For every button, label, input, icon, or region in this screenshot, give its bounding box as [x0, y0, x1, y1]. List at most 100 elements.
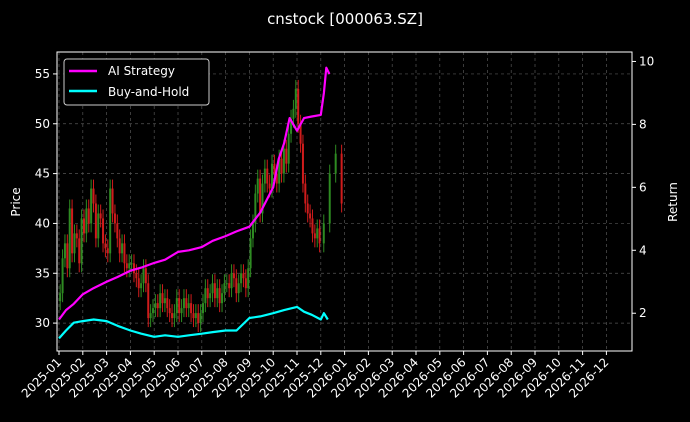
- price-candle-body: [144, 268, 147, 284]
- price-candle-body: [118, 238, 121, 254]
- price-candle-body: [116, 223, 119, 239]
- price-candle-body: [282, 148, 285, 174]
- price-candle-body: [218, 288, 221, 304]
- price-candle-body: [75, 233, 78, 239]
- price-candle-body: [223, 283, 226, 294]
- price-candle-body: [213, 283, 216, 299]
- price-candle-body: [254, 193, 257, 224]
- price-candle-body: [201, 303, 204, 314]
- price-candle-body: [140, 283, 143, 289]
- price-candle-body: [99, 213, 102, 219]
- price-candle-body: [171, 313, 174, 319]
- price-candle-body: [182, 298, 185, 309]
- price-candle-body: [59, 293, 62, 302]
- price-candle-body: [113, 213, 116, 224]
- price-candle-body: [149, 313, 152, 319]
- y-tick-label: 45: [35, 167, 50, 181]
- price-candle-body: [206, 288, 209, 299]
- price-candle-body: [130, 263, 133, 265]
- price-candle-body: [68, 208, 71, 269]
- price-candle-body: [221, 293, 224, 304]
- price-candle-body: [313, 233, 316, 239]
- price-candle-body: [82, 218, 85, 234]
- price-candle-body: [178, 298, 181, 314]
- price-candle-body: [97, 213, 100, 239]
- price-candle-body: [299, 123, 302, 144]
- price-candle-body: [216, 288, 219, 299]
- price-candle-body: [185, 298, 188, 309]
- price-candle-body: [304, 183, 307, 204]
- price-candle-body: [235, 278, 238, 294]
- legend-label-ai-strategy: AI Strategy: [108, 64, 175, 78]
- price-candle-body: [273, 163, 276, 174]
- y2-tick-label: 6: [639, 180, 647, 194]
- price-candle-body: [232, 273, 235, 279]
- price-candle-body: [297, 88, 300, 124]
- price-candle-body: [166, 298, 169, 309]
- price-candle-body: [85, 208, 88, 234]
- price-candle-body: [237, 283, 240, 294]
- price-candle-body: [266, 168, 269, 184]
- price-candle-body: [180, 308, 183, 314]
- price-candle-body: [247, 268, 250, 289]
- price-candle-body: [256, 178, 259, 194]
- price-candle-body: [128, 263, 131, 269]
- price-candle-body: [121, 243, 124, 254]
- price-candle-body: [163, 298, 166, 304]
- price-candle-body: [240, 273, 243, 284]
- price-candle-body: [199, 313, 202, 324]
- price-candle-body: [268, 183, 271, 189]
- price-candle-body: [328, 173, 331, 224]
- price-candle-body: [294, 88, 297, 109]
- price-candle-body: [194, 313, 197, 319]
- price-candle-body: [271, 163, 274, 189]
- price-candle-body: [192, 313, 195, 319]
- price-candle-body: [311, 218, 314, 234]
- price-candle-body: [259, 178, 262, 214]
- price-candle-body: [125, 263, 128, 269]
- price-candle-body: [80, 218, 83, 264]
- y-tick-label: 40: [35, 216, 50, 230]
- price-candle-body: [78, 238, 81, 264]
- price-candle-body: [334, 153, 337, 174]
- legend-label-buy-and-hold: Buy-and-Hold: [108, 85, 189, 99]
- legend: AI Strategy Buy-and-Hold: [63, 58, 210, 106]
- price-candle-body: [92, 188, 95, 204]
- price-candle-body: [111, 188, 114, 214]
- price-candle-body: [168, 308, 171, 314]
- price-candle-body: [152, 308, 155, 314]
- price-candle-body: [63, 243, 66, 259]
- price-candle-body: [280, 158, 283, 174]
- price-candle-body: [94, 203, 97, 239]
- series-line-ai-strategy: [58, 66, 331, 321]
- price-candle-body: [242, 273, 245, 279]
- price-candle-body: [230, 273, 233, 289]
- price-candle-body: [209, 293, 212, 299]
- y2-tick-label: 8: [639, 117, 647, 131]
- price-candle-body: [142, 268, 145, 284]
- price-candle-body: [292, 108, 295, 119]
- y2-tick-label: 2: [639, 306, 647, 320]
- price-candle-body: [61, 258, 64, 294]
- price-candle-body: [87, 208, 90, 224]
- price-candle-body: [132, 263, 135, 274]
- price-candles: [59, 79, 343, 333]
- price-candle-body: [147, 283, 150, 319]
- y-tick-label: 30: [35, 316, 50, 330]
- y2-tick-label: 4: [639, 243, 647, 257]
- price-candle-body: [123, 243, 126, 264]
- price-candle-body: [197, 313, 200, 324]
- price-candle-body: [287, 133, 290, 164]
- price-candle-body: [275, 173, 278, 184]
- price-candle-body: [204, 288, 207, 304]
- price-candle-body: [71, 208, 74, 254]
- y-tick-label: 50: [35, 117, 50, 131]
- price-candle-body: [106, 248, 109, 254]
- price-candle-body: [309, 213, 312, 219]
- y2-tick-label: 10: [639, 54, 654, 68]
- price-candle-body: [290, 118, 293, 134]
- price-candle-body: [190, 303, 193, 314]
- price-candle-body: [156, 303, 159, 309]
- price-candle-body: [90, 188, 93, 224]
